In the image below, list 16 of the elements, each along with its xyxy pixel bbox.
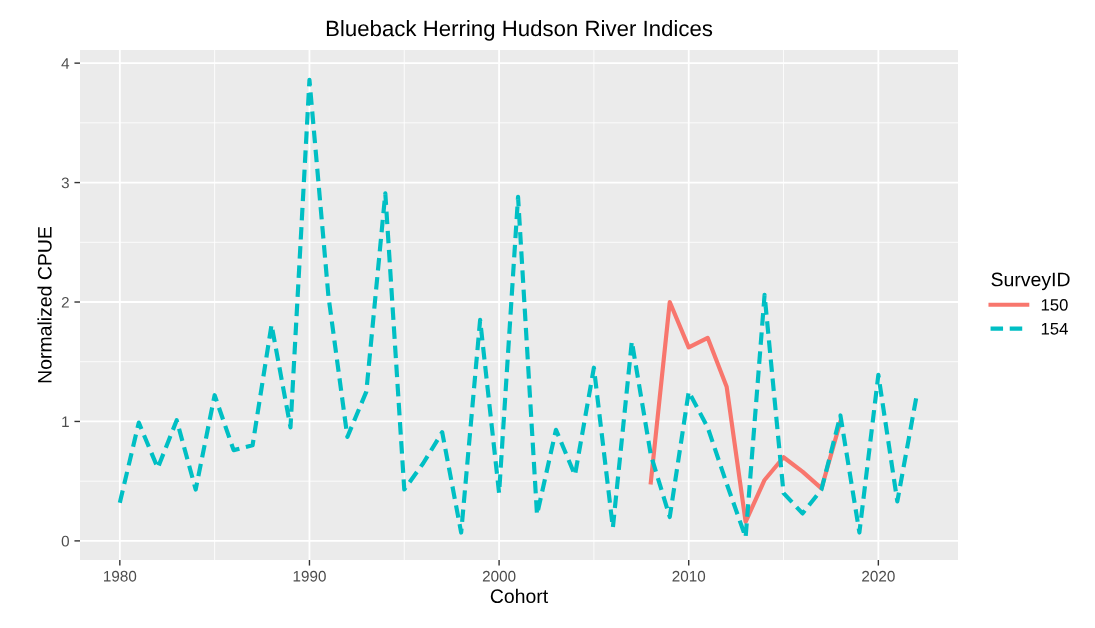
chart-title: Blueback Herring Hudson River Indices	[326, 20, 713, 41]
y-tick-label: 1	[62, 416, 69, 427]
x-tick-label: 1980	[104, 570, 137, 582]
y-tick-label: 0	[61, 535, 69, 547]
x-tick-label: 2000	[482, 570, 516, 582]
y-tick-label: 2	[61, 296, 69, 308]
x-tick-label: 2020	[862, 570, 895, 582]
x-axis-title: Cohort	[490, 588, 549, 604]
legend-title: SurveyID	[991, 272, 1070, 291]
y-tick-label: 4	[61, 58, 70, 69]
x-tick-label: 1990	[293, 570, 326, 582]
legend-label: 154	[1041, 323, 1068, 335]
legend-label: 150	[1041, 298, 1068, 311]
y-axis-title: Normalized CPUE	[37, 226, 52, 383]
x-tick-label: 2010	[672, 570, 706, 582]
y-tick-label: 3	[61, 177, 69, 189]
